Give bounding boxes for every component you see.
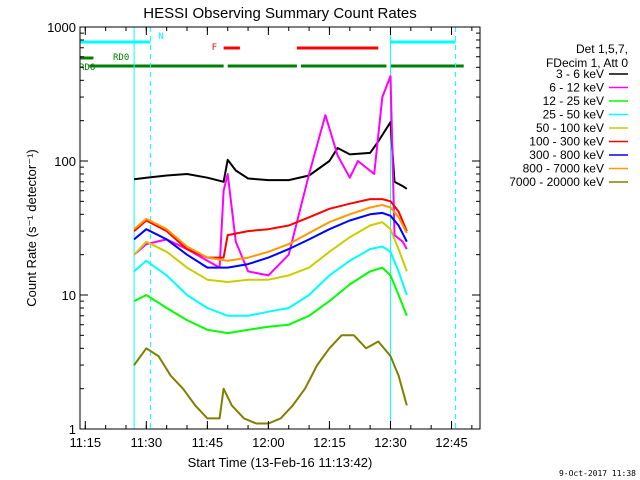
- series-line: [133, 75, 408, 277]
- y-axis-ticks: 1 10 100 1000: [47, 20, 480, 437]
- legend-label: 6 - 12 keV: [549, 81, 604, 95]
- mode-bars: N F RD0 RD6: [79, 32, 464, 73]
- y-tick-label: 100: [54, 154, 76, 169]
- x-tick-label: 12:45: [435, 435, 468, 450]
- plot-frame: [79, 26, 481, 430]
- mode-bar-label: F: [212, 43, 217, 53]
- y-axis-label: Count Rate (s⁻¹ detector⁻¹): [24, 149, 39, 307]
- mode-bar-label: RD0: [113, 53, 129, 63]
- legend-label: 3 - 6 keV: [556, 67, 604, 81]
- x-tick-label: 12:00: [252, 435, 285, 450]
- y-tick-label: 10: [62, 288, 76, 303]
- x-tick-label: 12:30: [374, 435, 407, 450]
- y-tick-label: 1: [69, 422, 76, 437]
- legend-label: 50 - 100 keV: [536, 121, 604, 135]
- x-tick-label: 11:15: [70, 435, 102, 450]
- legend-label: 25 - 50 keV: [543, 108, 604, 122]
- mode-bar-label: RD6: [79, 63, 95, 73]
- legend-label: 100 - 300 keV: [529, 135, 604, 149]
- mode-bar-label: N: [158, 32, 163, 42]
- series-line: [133, 121, 408, 190]
- x-tick-label: 11:30: [131, 435, 163, 450]
- y-tick-label: 1000: [47, 20, 76, 35]
- x-axis-label: Start Time (13-Feb-16 11:13:42): [188, 455, 373, 470]
- legend-header-line-2: FDecim 1, Att 0: [546, 56, 628, 70]
- series-line: [133, 266, 408, 335]
- chart-title: HESSI Observing Summary Count Rates: [143, 5, 416, 22]
- series-line: [133, 211, 408, 269]
- series-line: [133, 203, 408, 262]
- x-tick-label: 12:15: [313, 435, 346, 450]
- x-tick-label: 11:45: [192, 435, 224, 450]
- legend-label: 12 - 25 keV: [543, 94, 604, 108]
- series-line: [133, 245, 408, 317]
- series-line: [133, 198, 408, 259]
- legend-label: 7000 - 20000 keV: [509, 175, 604, 189]
- legend-label: 800 - 7000 keV: [523, 162, 604, 176]
- legend-label: 300 - 800 keV: [529, 148, 604, 162]
- legend-header-line-1: Det 1,5,7,: [576, 42, 628, 56]
- footer-date: 9-Oct-2017 11:38: [559, 469, 636, 478]
- series-line: [133, 221, 408, 283]
- x-axis-ticks: 11:15 11:30 11:45 12:00 12:15 12:30 12:45: [70, 27, 473, 450]
